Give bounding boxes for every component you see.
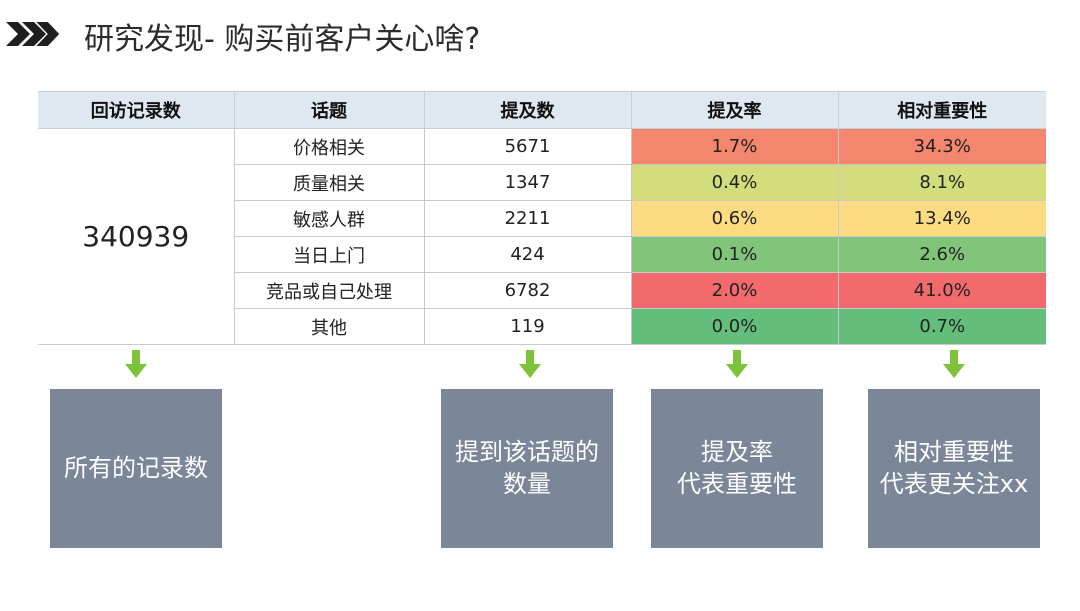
rate-cell: 0.0% [631,308,839,345]
importance-cell: 8.1% [838,164,1046,201]
down-arrow-icon [125,350,147,378]
header-records: 回访记录数 [38,91,235,129]
table-row: 其他 119 0.0% 0.7% [38,308,1046,345]
callout-importance: 相对重要性 代表更关注xx [868,389,1040,548]
header-topic: 话题 [234,91,425,129]
callout-count-text: 提到该话题的 数量 [455,437,599,498]
count-cell: 5671 [424,128,632,165]
topic-cell: 质量相关 [234,164,425,201]
table-row: 340939 价格相关 5671 1.7% 34.3% [38,128,1046,345]
table-row: 当日上门 424 0.1% 2.6% [38,236,1046,273]
count-cell: 119 [424,308,632,345]
callout-importance-text: 相对重要性 代表更关注xx [879,437,1029,498]
table-row: 竞品或自己处理 6782 2.0% 41.0% [38,272,1046,309]
rate-cell: 0.6% [631,200,839,237]
importance-cell: 0.7% [838,308,1046,345]
header-importance: 相对重要性 [838,91,1046,129]
count-cell: 1347 [424,164,632,201]
header-count: 提及数 [424,91,632,129]
table-row: 质量相关 1347 0.4% 8.1% [38,164,1046,201]
rate-cell: 0.4% [631,164,839,201]
importance-cell: 34.3% [838,128,1046,165]
topic-cell: 价格相关 [234,128,425,165]
rate-cell: 0.1% [631,236,839,273]
importance-cell: 13.4% [838,200,1046,237]
topic-cell: 当日上门 [234,236,425,273]
down-arrow-icon [943,350,965,378]
callout-count: 提到该话题的 数量 [441,389,613,548]
page-title: 研究发现- 购买前客户关心啥? [84,22,481,57]
callout-rate-text: 提及率 代表重要性 [677,437,797,498]
table-header-row: 回访记录数 话题 提及数 提及率 相对重要性 [38,91,1046,129]
topic-table: 回访记录数 话题 提及数 提及率 相对重要性 340939 价格相关 5671 … [38,91,1046,345]
header-rate: 提及率 [631,91,839,129]
count-cell: 6782 [424,272,632,309]
count-cell: 2211 [424,200,632,237]
topic-cell: 竞品或自己处理 [234,272,425,309]
down-arrow-icon [519,350,541,378]
total-records-value: 340939 [38,128,235,345]
callout-rate: 提及率 代表重要性 [651,389,823,548]
callout-records: 所有的记录数 [50,389,222,548]
importance-cell: 41.0% [838,272,1046,309]
count-cell: 424 [424,236,632,273]
double-chevron-right-icon [6,22,60,46]
down-arrow-icon [726,350,748,378]
rate-cell: 2.0% [631,272,839,309]
rate-cell: 1.7% [631,128,839,165]
table-row: 敏感人群 2211 0.6% 13.4% [38,200,1046,237]
topic-cell: 其他 [234,308,425,345]
topic-cell: 敏感人群 [234,200,425,237]
callout-records-text: 所有的记录数 [64,453,208,482]
importance-cell: 2.6% [838,236,1046,273]
